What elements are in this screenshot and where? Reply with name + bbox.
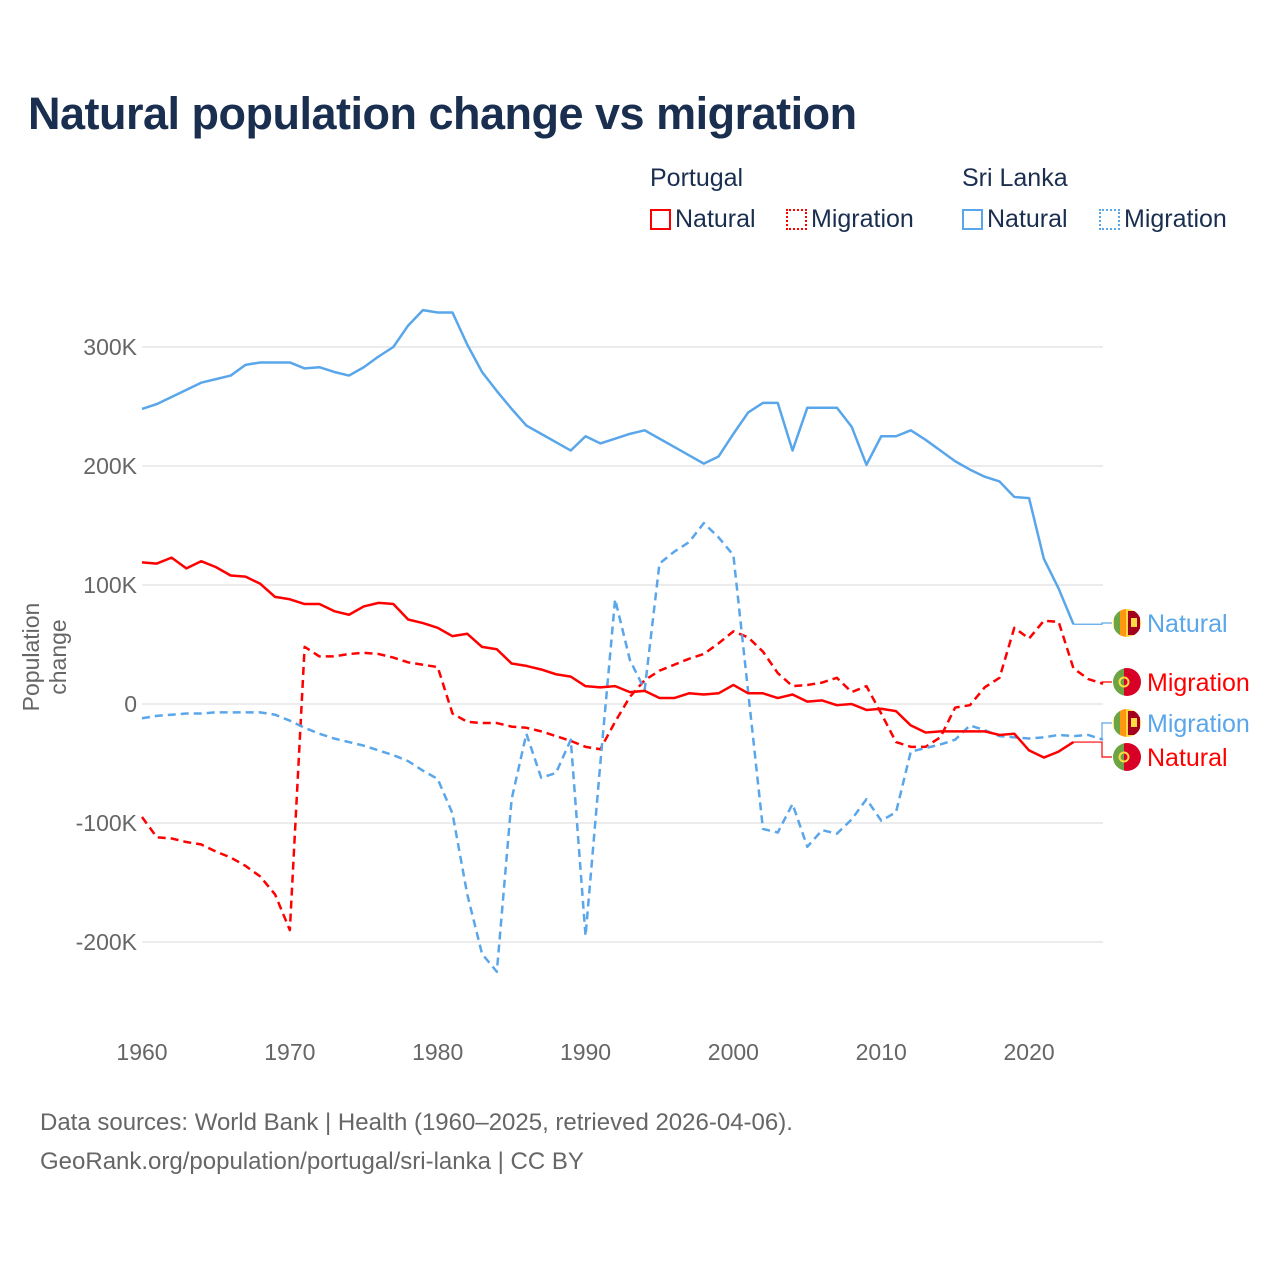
legend-swatch-dotted bbox=[1099, 209, 1120, 230]
flag-green bbox=[1114, 609, 1120, 637]
label-connector bbox=[1101, 681, 1112, 685]
end-label: Migration bbox=[1147, 669, 1250, 697]
x-tick-label: 2020 bbox=[1003, 1039, 1054, 1065]
x-tick-label: 1960 bbox=[116, 1039, 167, 1065]
y-tick-label: -200K bbox=[76, 929, 138, 955]
legend-portugal-migration[interactable]: Migration bbox=[786, 205, 914, 234]
legend-swatch-solid bbox=[962, 209, 983, 230]
footer-sources: Data sources: World Bank | Health (1960–… bbox=[40, 1109, 793, 1136]
flag-red bbox=[1124, 743, 1141, 771]
sri-lanka-flag-icon bbox=[1113, 709, 1141, 737]
legend-label: Natural bbox=[675, 205, 756, 233]
flag-emblem bbox=[1118, 676, 1130, 688]
legend-group-sri-lanka: Sri Lanka bbox=[962, 164, 1068, 192]
x-tick-label: 2010 bbox=[856, 1039, 907, 1065]
series-portugal-migration: Migration bbox=[140, 619, 1250, 932]
flag-orange bbox=[1120, 609, 1126, 637]
legend-portugal-natural[interactable]: Natural bbox=[650, 205, 756, 234]
end-label: Migration bbox=[1147, 710, 1250, 738]
flag-emblem bbox=[1118, 751, 1130, 763]
footer-link[interactable]: GeoRank.org/population/portugal/sri-lank… bbox=[40, 1148, 584, 1175]
legend-group-portugal: Portugal bbox=[650, 164, 744, 192]
x-tick-label: 1970 bbox=[264, 1039, 315, 1065]
legend-swatch-solid bbox=[650, 209, 671, 230]
flag-body bbox=[1113, 668, 1141, 696]
chart-title: Natural population change vs migration bbox=[28, 88, 857, 139]
label-connector bbox=[1073, 622, 1112, 625]
series-line bbox=[140, 619, 1104, 932]
sri-lanka-flag-icon bbox=[1113, 609, 1141, 637]
series-line bbox=[141, 308, 1075, 625]
flag-red bbox=[1124, 668, 1141, 696]
legend-label: Migration bbox=[811, 205, 914, 233]
series-line bbox=[141, 556, 1075, 759]
y-tick-label: -100K bbox=[76, 810, 138, 836]
end-label: Natural bbox=[1147, 610, 1228, 638]
flag-body bbox=[1113, 709, 1141, 737]
portugal-flag-icon bbox=[1113, 668, 1141, 696]
flag-body bbox=[1113, 609, 1141, 637]
legend-sri-lanka-natural[interactable]: Natural bbox=[962, 205, 1068, 234]
x-tick-label: 1990 bbox=[560, 1039, 611, 1065]
legend-label: Migration bbox=[1124, 205, 1227, 233]
series-portugal-natural: Natural bbox=[141, 556, 1228, 772]
label-connector bbox=[1101, 722, 1112, 741]
y-tick-label: 100K bbox=[83, 572, 137, 598]
end-label: Natural bbox=[1147, 744, 1228, 772]
label-connector bbox=[1073, 741, 1112, 758]
flag-lion bbox=[1131, 718, 1137, 727]
legend-sri-lanka-migration[interactable]: Migration bbox=[1099, 205, 1227, 234]
y-tick-label: 200K bbox=[83, 453, 137, 479]
flag-orange bbox=[1120, 709, 1126, 737]
series-sri-lanka-natural: Natural bbox=[141, 308, 1228, 638]
flag-body bbox=[1113, 743, 1141, 771]
x-tick-label: 2000 bbox=[708, 1039, 759, 1065]
legend-swatch-dotted bbox=[786, 209, 807, 230]
portugal-flag-icon bbox=[1113, 743, 1141, 771]
y-tick-label: 300K bbox=[83, 334, 137, 360]
flag-lion bbox=[1131, 618, 1137, 627]
x-tick-label: 1980 bbox=[412, 1039, 463, 1065]
legend-label: Natural bbox=[987, 205, 1068, 233]
y-tick-label: 0 bbox=[124, 691, 137, 717]
flag-green bbox=[1114, 709, 1120, 737]
series-sri-lanka-migration: Migration bbox=[141, 521, 1250, 973]
series-line bbox=[141, 521, 1104, 973]
